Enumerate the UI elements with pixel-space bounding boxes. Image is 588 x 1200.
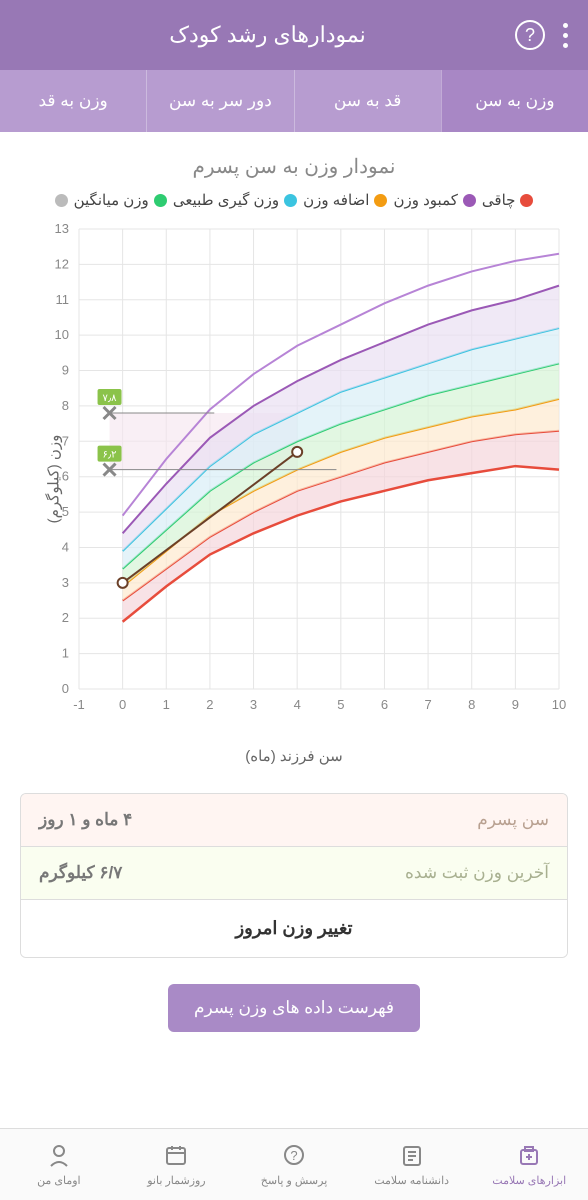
svg-text:2: 2 <box>62 610 69 625</box>
legend-label: وزن گیری طبیعی <box>173 191 279 209</box>
weight-label: آخرین وزن ثبت شده <box>405 863 549 883</box>
svg-text:11: 11 <box>56 292 70 307</box>
nav-icon <box>515 1142 543 1170</box>
legend-item-0: چاقی <box>482 191 534 209</box>
legend-dot <box>154 194 167 207</box>
y-axis-label: وزن (کیلوگرم) <box>44 435 62 524</box>
legend-label: کمبود وزن <box>393 191 457 209</box>
chart-tabs: وزن به سنقد به سندور سر به سنوزن به قد <box>0 70 588 132</box>
svg-text:7: 7 <box>424 697 431 712</box>
tab-1[interactable]: قد به سن <box>294 70 441 132</box>
svg-text:4: 4 <box>62 539 69 554</box>
legend-dot <box>520 194 533 207</box>
svg-text:۷٫۸: ۷٫۸ <box>103 393 118 404</box>
page-title: نمودارهای رشد کودک <box>20 22 515 48</box>
legend-label: چاقی <box>482 191 516 209</box>
svg-text:2: 2 <box>206 697 213 712</box>
svg-text:1: 1 <box>163 697 170 712</box>
change-weight-button[interactable]: تغییر وزن امروز <box>21 900 567 957</box>
svg-text:10: 10 <box>55 327 69 342</box>
bottom-nav: ابزارهای سلامت دانشنامه سلامت? پرسش و پاسخ… <box>0 1128 588 1200</box>
age-label: سن پسرم <box>477 810 549 830</box>
nav-label: اومای من <box>37 1174 81 1187</box>
nav-item-0[interactable]: ابزارهای سلامت <box>470 1129 588 1200</box>
legend-item-avg <box>55 191 68 209</box>
svg-text:10: 10 <box>552 697 566 712</box>
svg-text:۶٫۲: ۶٫۲ <box>103 450 117 461</box>
app-header: ? نمودارهای رشد کودک <box>0 0 588 70</box>
svg-text:0: 0 <box>62 681 69 696</box>
nav-label: ابزارهای سلامت <box>492 1174 566 1187</box>
legend-item-1: کمبود وزن <box>393 191 475 209</box>
tab-3[interactable]: وزن به قد <box>0 70 146 132</box>
svg-text:1: 1 <box>62 646 69 661</box>
svg-text:3: 3 <box>250 697 257 712</box>
growth-chart: -1012345678910012345678910111213۷٫۸۶٫۲ <box>14 219 574 719</box>
svg-text:8: 8 <box>468 697 475 712</box>
svg-text:9: 9 <box>512 697 519 712</box>
legend-dot <box>374 194 387 207</box>
legend-label: اضافه وزن <box>303 191 369 209</box>
nav-item-1[interactable]: دانشنامه سلامت <box>353 1129 471 1200</box>
legend-label: وزن میانگین <box>74 191 149 209</box>
legend-item-4: وزن میانگین <box>74 191 167 209</box>
legend-dot <box>284 194 297 207</box>
svg-text:0: 0 <box>119 697 126 712</box>
nav-item-4[interactable]: اومای من <box>0 1129 118 1200</box>
nav-label: روزشمار بانو <box>147 1174 205 1187</box>
svg-text:?: ? <box>290 1148 297 1163</box>
nav-icon <box>45 1142 73 1170</box>
nav-item-3[interactable]: روزشمار بانو <box>118 1129 236 1200</box>
menu-icon[interactable] <box>563 23 568 48</box>
svg-text:9: 9 <box>62 363 69 378</box>
svg-text:6: 6 <box>62 469 69 484</box>
chart-legend: چاقی کمبود وزن اضافه وزن وزن گیری طبیعی وزن … <box>0 191 588 209</box>
tab-0[interactable]: وزن به سن <box>441 70 588 132</box>
nav-icon <box>398 1142 426 1170</box>
svg-text:5: 5 <box>62 504 69 519</box>
legend-dot <box>463 194 476 207</box>
nav-label: دانشنامه سلامت <box>374 1174 449 1187</box>
x-axis-label: سن فرزند (ماه) <box>0 747 588 765</box>
chart-area: وزن (کیلوگرم) -1012345678910012345678910… <box>14 219 574 739</box>
tab-2[interactable]: دور سر به سن <box>146 70 293 132</box>
svg-text:7: 7 <box>62 433 69 448</box>
nav-icon: ? <box>280 1142 308 1170</box>
weight-value: ۶/۷ کیلوگرم <box>39 863 122 883</box>
help-icon[interactable]: ? <box>515 20 545 50</box>
svg-text:13: 13 <box>55 221 69 236</box>
svg-text:3: 3 <box>62 575 69 590</box>
legend-item-3: وزن گیری طبیعی <box>173 191 297 209</box>
chart-title: نمودار وزن به سن پسرم <box>0 154 588 179</box>
nav-item-2[interactable]: ? پرسش و پاسخ <box>235 1129 353 1200</box>
legend-dot <box>55 194 68 207</box>
data-list-button[interactable]: فهرست داده های وزن پسرم <box>168 984 420 1032</box>
svg-text:12: 12 <box>55 256 69 271</box>
svg-text:-1: -1 <box>73 697 85 712</box>
nav-icon <box>162 1142 190 1170</box>
nav-label: پرسش و پاسخ <box>261 1174 328 1187</box>
age-value: ۴ ماه و ۱ روز <box>39 810 132 830</box>
svg-text:4: 4 <box>294 697 301 712</box>
legend-item-2: اضافه وزن <box>303 191 387 209</box>
svg-text:8: 8 <box>62 398 69 413</box>
svg-text:6: 6 <box>381 697 388 712</box>
svg-text:5: 5 <box>337 697 344 712</box>
info-card: سن پسرم ۴ ماه و ۱ روز آخرین وزن ثبت شده … <box>20 793 568 958</box>
